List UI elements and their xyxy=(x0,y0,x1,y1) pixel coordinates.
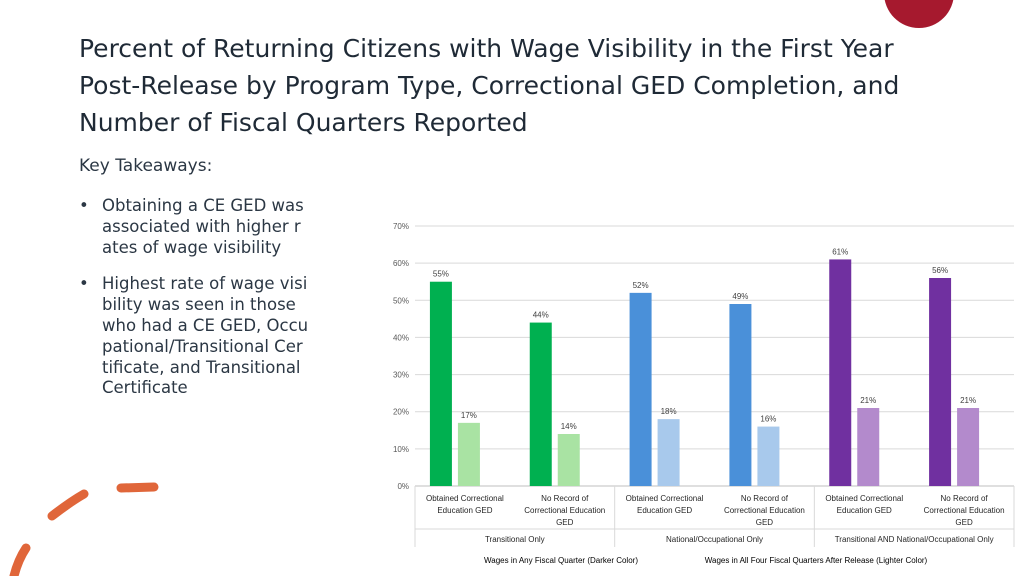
x-category-label: GED xyxy=(556,518,574,527)
x-category-label: GED xyxy=(955,518,973,527)
decorative-brush-strokes xyxy=(9,482,159,576)
decorative-circle xyxy=(884,0,954,28)
data-label: 56% xyxy=(932,266,948,275)
bar xyxy=(557,434,580,486)
data-label: 44% xyxy=(533,311,549,320)
bar-chart: 0% 10% 20% 30% 40% 50% 60% 70% 55% 17% Obtained Co… xyxy=(393,222,1015,565)
bar xyxy=(857,408,880,486)
bar xyxy=(629,292,652,486)
y-tick-label: 0% xyxy=(397,482,409,491)
bar xyxy=(429,281,452,486)
x-category-label: Correctional Education xyxy=(724,506,805,515)
x-category-label: Education GED xyxy=(837,506,892,515)
legend-entry: Wages in All Four Fiscal Quarters After … xyxy=(705,556,928,565)
data-label: 14% xyxy=(561,422,577,431)
y-tick-label: 30% xyxy=(393,371,409,380)
takeaway-item: • Highest rate of wage visibility was see… xyxy=(79,274,309,399)
bar xyxy=(929,278,952,486)
data-label: 55% xyxy=(433,270,449,279)
x-category-label: No Record of xyxy=(941,494,989,503)
data-label: 18% xyxy=(661,407,677,416)
data-label: 49% xyxy=(732,292,748,301)
takeaways-list: • Obtaining a CE GED was associated with … xyxy=(79,196,309,415)
data-label: 21% xyxy=(960,396,976,405)
y-tick-label: 70% xyxy=(393,222,409,231)
data-label: 17% xyxy=(461,411,477,420)
bullet-icon: • xyxy=(79,196,89,215)
x-category-label: Education GED xyxy=(637,506,692,515)
bar xyxy=(729,304,752,486)
x-group-label: Transitional Only xyxy=(485,535,545,544)
x-category-label: Correctional Education xyxy=(524,506,605,515)
x-group-label: Transitional AND National/Occupational O… xyxy=(835,535,994,544)
y-tick-label: 50% xyxy=(393,296,409,305)
bar xyxy=(657,419,680,486)
y-tick-label: 60% xyxy=(393,259,409,268)
bar xyxy=(457,422,480,486)
data-label: 21% xyxy=(860,396,876,405)
bar xyxy=(957,408,980,486)
x-category-label: Obtained Correctional xyxy=(426,494,504,503)
x-category-label: No Record of xyxy=(741,494,789,503)
y-tick-label: 10% xyxy=(393,445,409,454)
takeaway-text: Highest rate of wage visibility was seen… xyxy=(102,274,309,398)
data-label: 61% xyxy=(832,247,848,256)
y-tick-label: 40% xyxy=(393,333,409,342)
takeaway-text: Obtaining a CE GED was associated with h… xyxy=(102,196,304,257)
bar xyxy=(529,322,552,486)
y-tick-label: 20% xyxy=(393,408,409,417)
x-group-label: National/Occupational Only xyxy=(666,535,763,544)
page-title: Percent of Returning Citizens with Wage … xyxy=(79,34,900,137)
data-label: 16% xyxy=(760,415,776,424)
x-category-label: No Record of xyxy=(541,494,589,503)
x-category-label: Obtained Correctional xyxy=(825,494,903,503)
takeaways-label: Key Takeaways: xyxy=(79,156,213,176)
x-category-label: Obtained Correctional xyxy=(626,494,704,503)
legend-entry: Wages in Any Fiscal Quarter (Darker Colo… xyxy=(484,556,638,565)
x-category-label: Correctional Education xyxy=(924,506,1005,515)
x-category-label: GED xyxy=(756,518,774,527)
x-category-label: Education GED xyxy=(437,506,492,515)
bullet-icon: • xyxy=(79,274,89,294)
bar xyxy=(829,259,852,486)
takeaway-item: • Obtaining a CE GED was associated with … xyxy=(79,196,309,258)
bar xyxy=(757,426,780,486)
data-label: 52% xyxy=(633,281,649,290)
